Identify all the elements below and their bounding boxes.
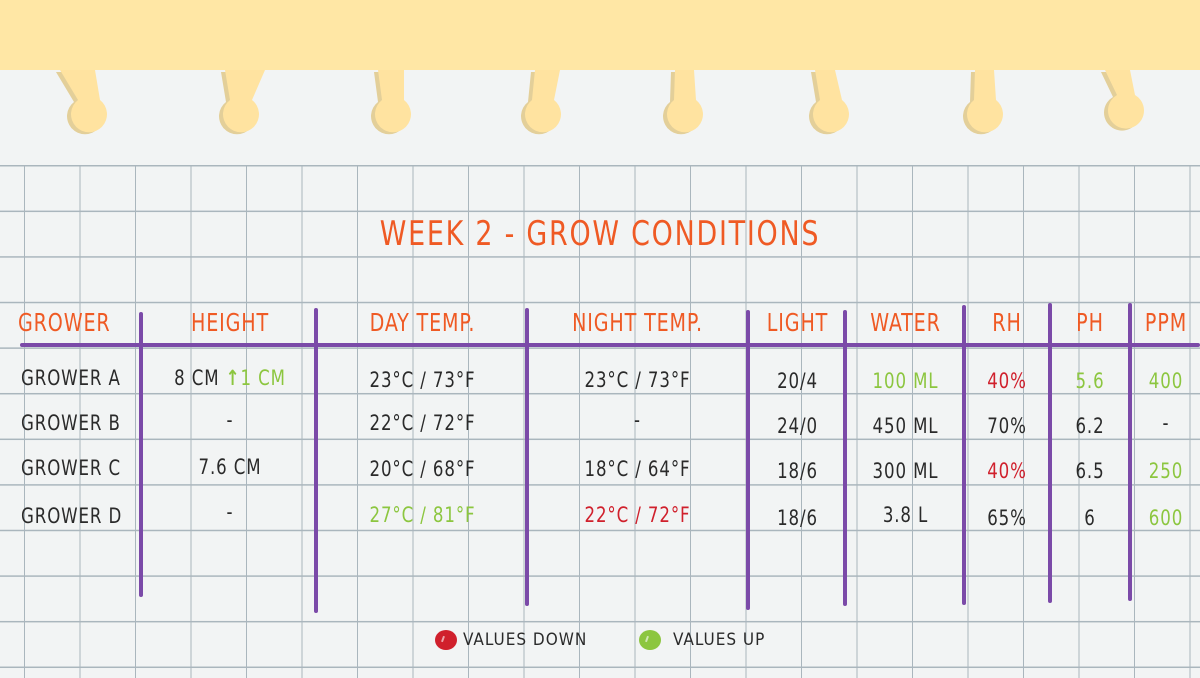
column-header-light: LIGHT	[766, 308, 829, 337]
cell-day-temp: 20°C / 68°F	[369, 457, 476, 481]
cell-ph: 6	[1084, 506, 1096, 530]
cell-grower: GROWER C	[21, 456, 121, 480]
column-divider	[525, 308, 529, 606]
cell-rh: 70%	[987, 414, 1027, 438]
cell-night-temp: -	[634, 408, 641, 432]
column-header-water: WATER	[870, 308, 941, 337]
column-header-night-temp: NIGHT TEMP.	[572, 308, 703, 337]
cell-ppm: 600	[1148, 506, 1184, 530]
height-change: 1 CM	[240, 366, 286, 390]
red-dot-icon	[435, 630, 457, 650]
cell-day-temp: 22°C / 72°F	[369, 411, 476, 435]
arrow-up-icon: ↑	[225, 366, 241, 390]
cell-light: 18/6	[777, 506, 818, 530]
legend-values-down: VALUES DOWN	[435, 630, 587, 650]
cell-night-temp: 22°C / 72°F	[584, 503, 691, 527]
column-divider	[1128, 303, 1132, 601]
cell-day-temp: 27°C / 81°F	[369, 503, 476, 527]
cell-grower: GROWER A	[21, 366, 121, 390]
legend-up-label: VALUES UP	[673, 630, 766, 650]
column-header-day-temp: DAY TEMP.	[369, 308, 476, 337]
legend-values-up: VALUES UP	[639, 630, 765, 650]
column-header-height: HEIGHT	[190, 308, 270, 337]
column-header-grower: GROWER	[18, 308, 111, 337]
cell-ppm: 250	[1148, 459, 1184, 483]
binder-rings-icon	[56, 70, 1144, 135]
column-header-ppm: PPM	[1144, 308, 1188, 337]
column-divider	[139, 312, 143, 597]
cell-day-temp: 23°C / 73°F	[369, 368, 476, 392]
legend-down-label: VALUES DOWN	[463, 630, 588, 650]
cell-ppm: 400	[1148, 369, 1184, 393]
cell-night-temp: 23°C / 73°F	[584, 368, 691, 392]
cell-ph: 6.5	[1075, 459, 1105, 483]
cell-height: 8 CM ↑1 CM	[155, 366, 305, 390]
cell-water: 3.8 L	[882, 503, 929, 527]
cell-water: 100 ML	[872, 369, 939, 393]
cell-ppm: -	[1162, 411, 1170, 435]
column-divider	[1048, 303, 1052, 603]
cell-ph: 5.6	[1075, 369, 1105, 393]
cell-height: 7.6 CM	[198, 455, 262, 479]
cell-height: -	[226, 500, 234, 524]
cell-ph: 6.2	[1075, 414, 1105, 438]
column-divider	[746, 310, 750, 610]
page-title: WEEK 2 - GROW CONDITIONS	[379, 214, 821, 254]
cell-night-temp: 18°C / 64°F	[584, 457, 691, 481]
column-divider	[314, 308, 318, 613]
cell-grower: GROWER D	[21, 504, 123, 528]
cell-water: 300 ML	[872, 459, 939, 483]
cell-height: -	[226, 408, 234, 432]
height-value: 8 CM	[174, 366, 220, 390]
column-divider	[962, 305, 966, 605]
cell-water: 450 ML	[872, 414, 939, 438]
cell-rh: 40%	[987, 459, 1027, 483]
column-header-ph: PH	[1076, 308, 1104, 337]
column-header-rh: RH	[992, 308, 1022, 337]
cell-rh: 40%	[987, 369, 1027, 393]
cell-light: 24/0	[777, 414, 818, 438]
notepad-top-band	[0, 0, 1200, 70]
green-dot-icon	[639, 630, 661, 650]
graph-paper-grid	[0, 165, 1200, 678]
cell-light: 18/6	[777, 459, 818, 483]
column-divider	[843, 310, 847, 606]
cell-grower: GROWER B	[21, 411, 121, 435]
cell-rh: 65%	[987, 506, 1027, 530]
cell-light: 20/4	[777, 369, 818, 393]
header-divider	[20, 343, 1200, 347]
